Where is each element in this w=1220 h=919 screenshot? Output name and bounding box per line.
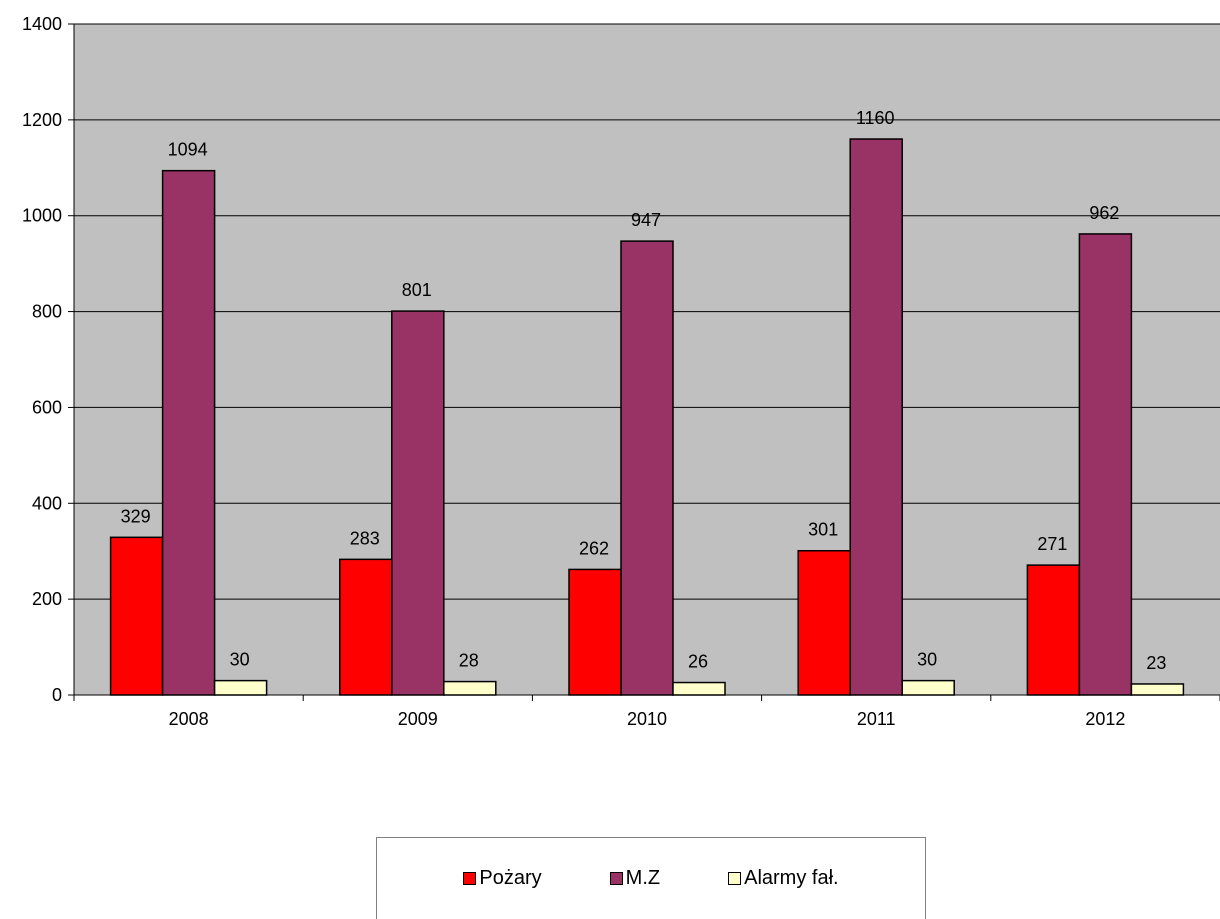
bar-pozary-2012 <box>1026 564 1081 696</box>
bar-alarmy-fal-2012 <box>1130 683 1185 696</box>
axes <box>68 23 1220 701</box>
data-label-alarmy-fal-2011: 30 <box>917 650 937 670</box>
legend-label-alarmy: Alarmy fał. <box>744 867 839 889</box>
y-tick-labels: 0 200 400 600 800 1000 1200 1400 <box>22 14 62 705</box>
legend-item-alarmy: Alarmy fał. <box>728 867 839 890</box>
x-tick-labels: 2008 2009 2010 2011 2012 <box>169 709 1126 729</box>
x-tick-label-2010: 2010 <box>627 709 667 729</box>
bar-pozary-2009 <box>339 558 393 696</box>
bar-pozary-2010 <box>568 568 622 696</box>
data-label-m-z-2009: 801 <box>402 280 432 300</box>
bar-alarmy-fal-2009 <box>443 680 497 696</box>
legend-item-mz: M.Z <box>609 867 661 890</box>
y-tick-label: 400 <box>32 493 62 513</box>
data-label-alarmy-fal-2009: 28 <box>459 651 479 671</box>
data-label-m-z-2011: 1160 <box>856 108 895 128</box>
y-tick-label: 200 <box>32 589 62 609</box>
bar-alarmy-fal-2008 <box>213 679 268 696</box>
y-tick-label: 0 <box>52 685 62 705</box>
bar-m-z-2011 <box>849 138 903 696</box>
data-label-alarmy-fal-2008: 30 <box>230 650 250 670</box>
legend-item-pozary: Pożary <box>463 867 542 890</box>
legend-swatch-mz <box>609 872 623 885</box>
legend-label-mz: M.Z <box>625 867 661 889</box>
y-tick-label: 1400 <box>22 14 62 34</box>
data-label-m-z-2008: 1094 <box>168 140 208 160</box>
data-label-alarmy-fal-2012: 23 <box>1146 653 1166 673</box>
x-tick-label-2011: 2011 <box>857 709 896 729</box>
x-tick-label-2008: 2008 <box>169 709 209 729</box>
bar-alarmy-fal-2010 <box>672 681 726 696</box>
bar-m-z-2010 <box>620 240 674 696</box>
data-label-pozary-2011: 301 <box>808 520 838 540</box>
bars <box>109 138 1185 696</box>
bar-pozary-2008 <box>109 536 164 696</box>
data-labels: 329 1094 30 283 801 28 262 947 26 301 1160 30 271 962… <box>121 108 1167 673</box>
legend: Pożary M.Z Alarmy fał. <box>376 837 926 919</box>
bar-alarmy-fal-2011 <box>901 679 955 696</box>
legend-swatch-pozary <box>463 872 477 885</box>
y-tick-label: 600 <box>32 397 62 417</box>
y-tick-label: 1200 <box>22 110 62 130</box>
data-label-pozary-2008: 329 <box>121 506 151 526</box>
data-label-alarmy-fal-2010: 26 <box>688 652 708 672</box>
data-label-pozary-2012: 271 <box>1037 534 1067 554</box>
legend-swatch-alarmy <box>728 872 742 885</box>
y-tick-label: 1000 <box>22 206 62 226</box>
data-label-m-z-2012: 962 <box>1089 203 1119 223</box>
y-tick-label: 800 <box>32 302 62 322</box>
data-label-m-z-2010: 947 <box>631 210 661 230</box>
bar-m-z-2012 <box>1078 233 1133 696</box>
x-tick-label-2009: 2009 <box>398 709 438 729</box>
bar-pozary-2011 <box>797 549 851 696</box>
data-label-pozary-2010: 262 <box>579 538 609 558</box>
bar-m-z-2008 <box>161 169 216 696</box>
bar-m-z-2009 <box>391 310 445 696</box>
x-tick-label-2012: 2012 <box>1085 709 1125 729</box>
data-label-pozary-2009: 283 <box>350 528 380 548</box>
legend-label-pozary: Pożary <box>479 867 542 889</box>
